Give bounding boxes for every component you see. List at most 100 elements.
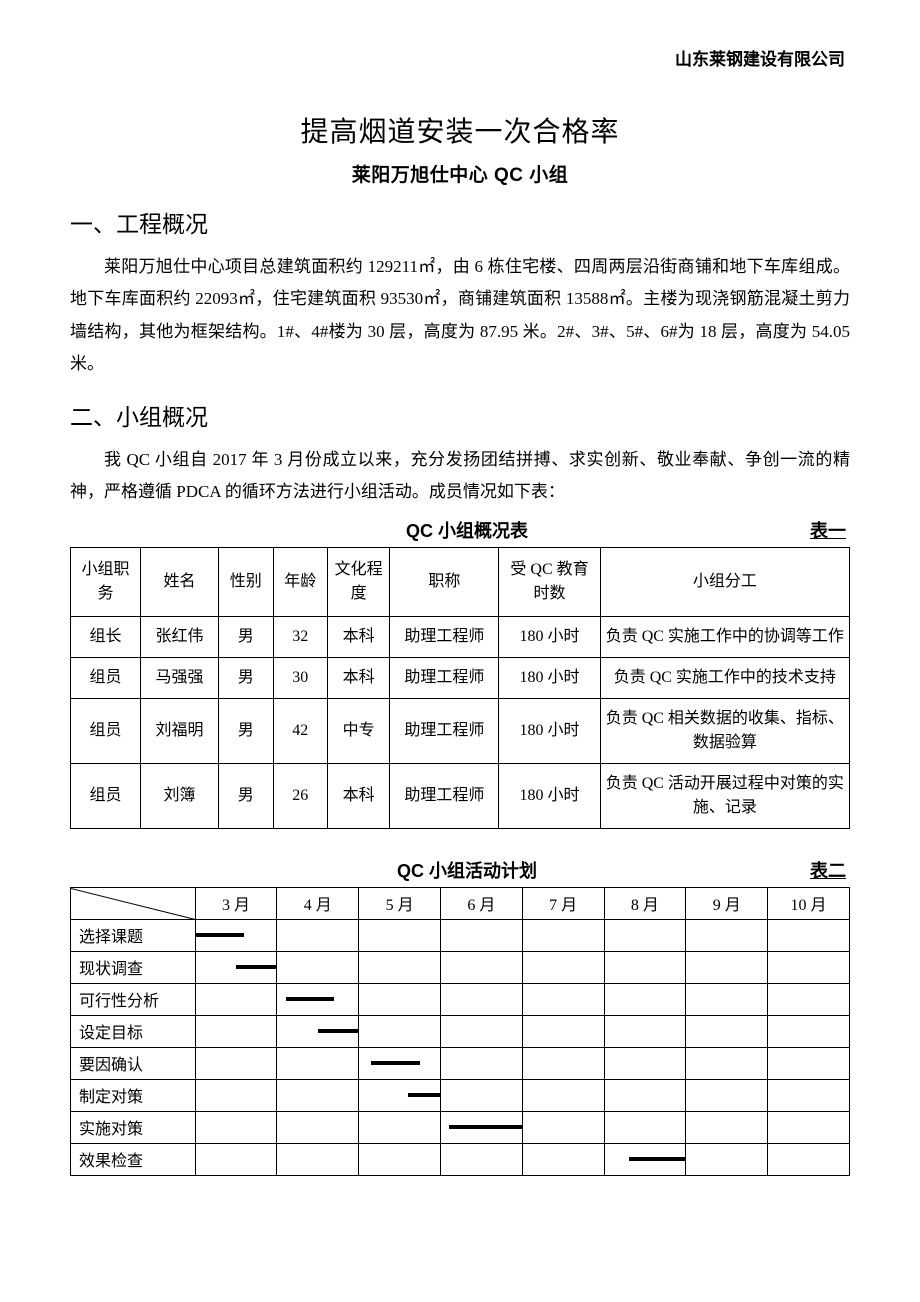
table2-row-label: 效果检查 xyxy=(71,1143,196,1175)
table2-cell xyxy=(440,1111,522,1143)
table2-row-label: 现状调查 xyxy=(71,951,196,983)
table1-header-cell: 年龄 xyxy=(273,547,328,616)
table2-cell xyxy=(604,1111,686,1143)
table2-cell xyxy=(195,1047,277,1079)
section2-body: 我 QC 小组自 2017 年 3 月份成立以来，充分发扬团结拼搏、求实创新、敬… xyxy=(70,444,850,509)
table2-cell xyxy=(195,951,277,983)
table1-cell: 负责 QC 活动开展过程中对策的实施、记录 xyxy=(600,763,849,828)
table1-header-cell: 受 QC 教育时数 xyxy=(499,547,600,616)
table2-cell xyxy=(768,983,850,1015)
table2-cell xyxy=(440,1047,522,1079)
table2-month-header: 6 月 xyxy=(440,887,522,919)
table2-cell xyxy=(277,951,359,983)
table1-label: 表一 xyxy=(810,517,846,543)
table1-cell: 32 xyxy=(273,616,328,657)
table2-cell xyxy=(686,1079,768,1111)
table2-row-label: 选择课题 xyxy=(71,919,196,951)
table2-cell xyxy=(359,983,441,1015)
table1-header-cell: 小组分工 xyxy=(600,547,849,616)
table2-cell xyxy=(768,919,850,951)
table2-cell xyxy=(686,919,768,951)
table2-cell xyxy=(686,983,768,1015)
table1-header-cell: 小组职务 xyxy=(71,547,141,616)
table2-cell xyxy=(359,1047,441,1079)
table2-cell xyxy=(686,1143,768,1175)
table1-cell: 负责 QC 实施工作中的协调等工作 xyxy=(600,616,849,657)
table2-cell xyxy=(195,983,277,1015)
table2-cell xyxy=(359,951,441,983)
table1-header-cell: 文化程度 xyxy=(328,547,390,616)
table2-cell xyxy=(277,1079,359,1111)
table2-cell xyxy=(277,1015,359,1047)
table1-header-cell: 职称 xyxy=(390,547,499,616)
table2-cell xyxy=(195,1079,277,1111)
table2-cell xyxy=(768,1111,850,1143)
table1-cell: 男 xyxy=(219,616,274,657)
gantt-bar xyxy=(196,933,244,937)
page-subtitle: 莱阳万旭仕中心 QC 小组 xyxy=(70,160,850,187)
table2-cell xyxy=(277,1111,359,1143)
table2-cell xyxy=(604,1079,686,1111)
qc-schedule-table: 3 月4 月5 月6 月7 月8 月9 月10 月选择课题现状调查可行性分析设定… xyxy=(70,887,850,1176)
table1-cell: 张红伟 xyxy=(141,616,219,657)
table1-cell: 组员 xyxy=(71,657,141,698)
table2-cell xyxy=(359,1079,441,1111)
table2-month-header: 3 月 xyxy=(195,887,277,919)
table1-cell: 负责 QC 实施工作中的技术支持 xyxy=(600,657,849,698)
table2-cell xyxy=(604,1015,686,1047)
table2-cell xyxy=(277,983,359,1015)
table2-month-header: 4 月 xyxy=(277,887,359,919)
table1-cell: 刘簿 xyxy=(141,763,219,828)
table2-month-header: 5 月 xyxy=(359,887,441,919)
table2-cell xyxy=(440,1079,522,1111)
table1-header-cell: 姓名 xyxy=(141,547,219,616)
table2-row-label: 可行性分析 xyxy=(71,983,196,1015)
company-name: 山东莱钢建设有限公司 xyxy=(675,45,845,70)
table1-cell: 助理工程师 xyxy=(390,698,499,763)
table2-cell xyxy=(195,1015,277,1047)
section1-heading: 一、工程概况 xyxy=(70,205,850,239)
table1-header-cell: 性别 xyxy=(219,547,274,616)
table2-cell xyxy=(768,1047,850,1079)
table2-cell xyxy=(195,1143,277,1175)
table2-cell xyxy=(440,1143,522,1175)
table2-title-row: QC 小组活动计划 表二 xyxy=(70,857,850,883)
table1-cell: 本科 xyxy=(328,657,390,698)
table1-cell: 组员 xyxy=(71,698,141,763)
table2-month-header: 10 月 xyxy=(768,887,850,919)
table1-cell: 男 xyxy=(219,763,274,828)
gantt-bar xyxy=(449,1125,522,1129)
table2-cell xyxy=(277,1047,359,1079)
table2-cell xyxy=(604,1047,686,1079)
table2-cell xyxy=(522,1015,604,1047)
table2-cell xyxy=(277,1143,359,1175)
table2-cell xyxy=(522,1143,604,1175)
table2-cell xyxy=(440,919,522,951)
table1-cell: 负责 QC 相关数据的收集、指标、数据验算 xyxy=(600,698,849,763)
table1-cell: 30 xyxy=(273,657,328,698)
table2-cell xyxy=(686,1015,768,1047)
table1-cell: 刘福明 xyxy=(141,698,219,763)
table2-cell xyxy=(440,983,522,1015)
table1-cell: 本科 xyxy=(328,616,390,657)
table2-row-label: 制定对策 xyxy=(71,1079,196,1111)
table2-cell xyxy=(359,1143,441,1175)
table2-cell xyxy=(522,983,604,1015)
table2-cell xyxy=(359,1111,441,1143)
table2-cell xyxy=(522,951,604,983)
table2-cell xyxy=(522,1079,604,1111)
table2-cell xyxy=(604,919,686,951)
table2-row-label: 设定目标 xyxy=(71,1015,196,1047)
table2-diag-cell xyxy=(71,887,196,919)
table2-cell xyxy=(604,1143,686,1175)
table2-cell xyxy=(359,1015,441,1047)
table2-month-header: 7 月 xyxy=(522,887,604,919)
section2-heading: 二、小组概况 xyxy=(70,398,850,432)
table1-cell: 180 小时 xyxy=(499,698,600,763)
table2-cell xyxy=(440,951,522,983)
table2-cell xyxy=(768,1143,850,1175)
gantt-bar xyxy=(318,1029,358,1033)
table2-title: QC 小组活动计划 xyxy=(124,857,810,883)
table1-cell: 42 xyxy=(273,698,328,763)
table2-cell xyxy=(195,1111,277,1143)
